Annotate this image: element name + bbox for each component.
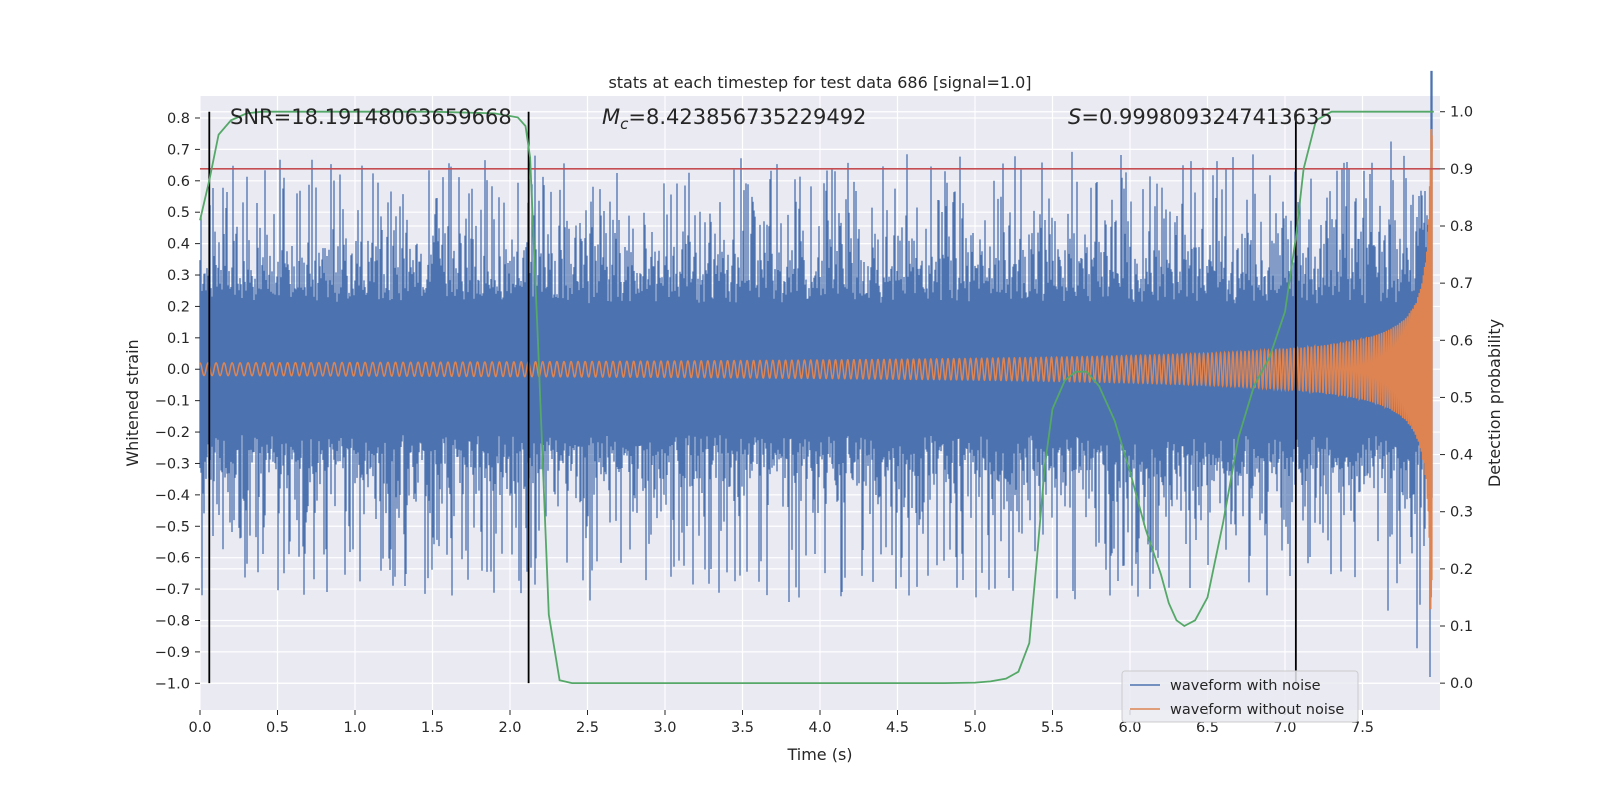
y2-tick-label: 0.4 [1450, 448, 1473, 464]
x-tick-label: 7.0 [1273, 720, 1296, 736]
x-tick-label: 4.0 [808, 720, 831, 736]
y-axis-label: Whitened strain [123, 339, 142, 466]
x-tick-label: 2.0 [498, 720, 521, 736]
y2-tick-label: 0.0 [1450, 676, 1473, 692]
y-tick-label: −0.8 [155, 613, 190, 629]
y-tick-label: 0.1 [167, 331, 190, 347]
y-tick-label: 0.6 [167, 174, 190, 190]
x-axis-label: Time (s) [786, 745, 852, 764]
series-detection-probability [199, 110, 1434, 684]
chirp-mass-symbol: M [602, 105, 620, 129]
chirp-mass-subscript: c [620, 115, 629, 133]
y-tick-label: 0.3 [167, 268, 190, 284]
y-tick-label: 0.5 [167, 205, 190, 221]
y-tick-label: 0.7 [167, 142, 190, 158]
x-tick-label: 5.5 [1041, 720, 1064, 736]
s-value: =0.9998093247413635 [1081, 105, 1332, 129]
y2-tick-label: 0.7 [1450, 276, 1473, 292]
y-tick-label: −0.4 [155, 488, 190, 504]
snr-annotation: SNR=18.19148063659668 [230, 105, 512, 129]
x-tick-label: 2.5 [576, 720, 599, 736]
y2-axis-label: Detection probability [1485, 319, 1504, 487]
y-tick-label: 0.0 [167, 362, 190, 378]
y2-tick-label: 0.3 [1450, 505, 1473, 521]
axes: 0.0 0.5 1.0 1.5 2.0 2.5 3.0 3.5 4.0 4.5 5.0 5.5 6.0 6… [155, 105, 1473, 736]
s-symbol: S [1068, 105, 1081, 129]
y2-tick-label: 0.9 [1450, 162, 1473, 178]
legend-label-noise: waveform with noise [1170, 678, 1321, 694]
x-tick-label: 6.0 [1118, 720, 1141, 736]
y-tick-label: −0.9 [155, 645, 190, 661]
data-layer [199, 70, 1440, 684]
y-tick-label: 0.4 [167, 237, 190, 253]
x-tick-label: 7.5 [1351, 720, 1374, 736]
y-tick-label: −0.5 [155, 519, 190, 535]
x-tick-label: 0.5 [266, 720, 289, 736]
y-tick-label: −0.3 [155, 456, 190, 472]
x-tick-label: 5.0 [963, 720, 986, 736]
legend-label-clean: waveform without noise [1170, 702, 1344, 718]
y2-tick-label: 0.6 [1450, 333, 1473, 349]
x-tick-label: 6.5 [1196, 720, 1219, 736]
y-tick-label: 0.2 [167, 299, 190, 315]
x-tick-label: 1.0 [343, 720, 366, 736]
x-tick-label: 3.0 [653, 720, 676, 736]
y-tick-label: −0.6 [155, 551, 190, 567]
y2-tick-label: 1.0 [1450, 105, 1473, 121]
chirp-mass-annotation: Mc=8.423856735229492 [602, 105, 866, 133]
y2-tick-label: 0.5 [1450, 390, 1473, 406]
x-tick-label: 3.5 [731, 720, 754, 736]
x-tick-label: 0.0 [188, 720, 211, 736]
y-tick-label: −1.0 [155, 676, 190, 692]
y-tick-label: −0.2 [155, 425, 190, 441]
x-tick-label: 4.5 [886, 720, 909, 736]
chirp-mass-value: =8.423856735229492 [628, 105, 866, 129]
y2-tick-label: 0.2 [1450, 562, 1473, 578]
y2-tick-label: 0.1 [1450, 619, 1473, 635]
s-annotation: S=0.9998093247413635 [1068, 105, 1333, 129]
series-waveform-without-noise [199, 129, 1433, 610]
y2-tick-label: 0.8 [1450, 219, 1473, 235]
y-tick-label: 0.8 [167, 111, 190, 127]
legend-box [1121, 670, 1359, 723]
chart-title: stats at each timestep for test data 686… [608, 73, 1031, 92]
y-tick-label: −0.1 [155, 394, 190, 410]
y-tick-label: −0.7 [155, 582, 190, 598]
legend: waveform with noise waveform without noi… [1121, 670, 1359, 723]
x-tick-label: 1.5 [421, 720, 444, 736]
